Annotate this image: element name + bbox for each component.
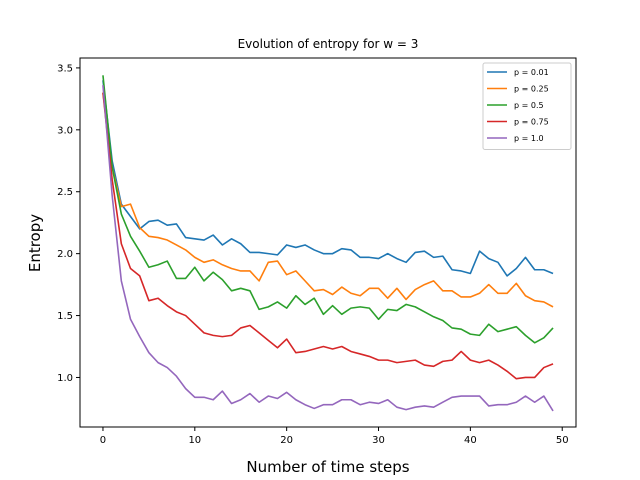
- y-tick-label: 3.0: [57, 125, 73, 136]
- legend-label-2: p = 0.5: [514, 101, 544, 110]
- series-line-4: [102, 85, 554, 412]
- series-line-2: [102, 75, 554, 344]
- x-axis: 0 10 20 30 40 50: [100, 427, 569, 446]
- y-tick-label: 1.0: [57, 373, 73, 384]
- y-tick-label: 1.5: [57, 311, 73, 322]
- y-tick-label: 3.5: [57, 63, 73, 74]
- legend-box: [482, 62, 572, 150]
- y-tick-label: 2.0: [57, 249, 73, 260]
- series-layer: [102, 75, 554, 412]
- x-tick-label: 30: [372, 435, 385, 446]
- series-line-3: [102, 92, 554, 380]
- x-tick-label: 40: [464, 435, 477, 446]
- x-axis-label: Number of time steps: [246, 458, 409, 476]
- series-line-0: [102, 80, 554, 277]
- legend-label-3: p = 0.75: [514, 118, 549, 127]
- chart-title: Evolution of entropy for w = 3: [238, 37, 419, 51]
- legend-label-1: p = 0.25: [514, 85, 549, 94]
- legend-label-4: p = 1.0: [514, 134, 544, 143]
- x-tick-label: 20: [280, 435, 293, 446]
- y-axis: 1.0 1.5 2.0 2.5 3.0 3.5: [57, 63, 80, 384]
- plot-frame: [79, 57, 577, 428]
- legend-label-0: p = 0.01: [514, 68, 549, 77]
- y-tick-label: 2.5: [57, 187, 73, 198]
- x-tick-label: 50: [556, 435, 569, 446]
- x-tick-label: 0: [100, 435, 106, 446]
- legend: p = 0.01 p = 0.25 p = 0.5 p = 0.75 p = 1.0: [482, 62, 572, 150]
- x-tick-label: 10: [188, 435, 201, 446]
- series-line-1: [102, 92, 554, 308]
- y-axis-label: Entropy: [26, 214, 44, 272]
